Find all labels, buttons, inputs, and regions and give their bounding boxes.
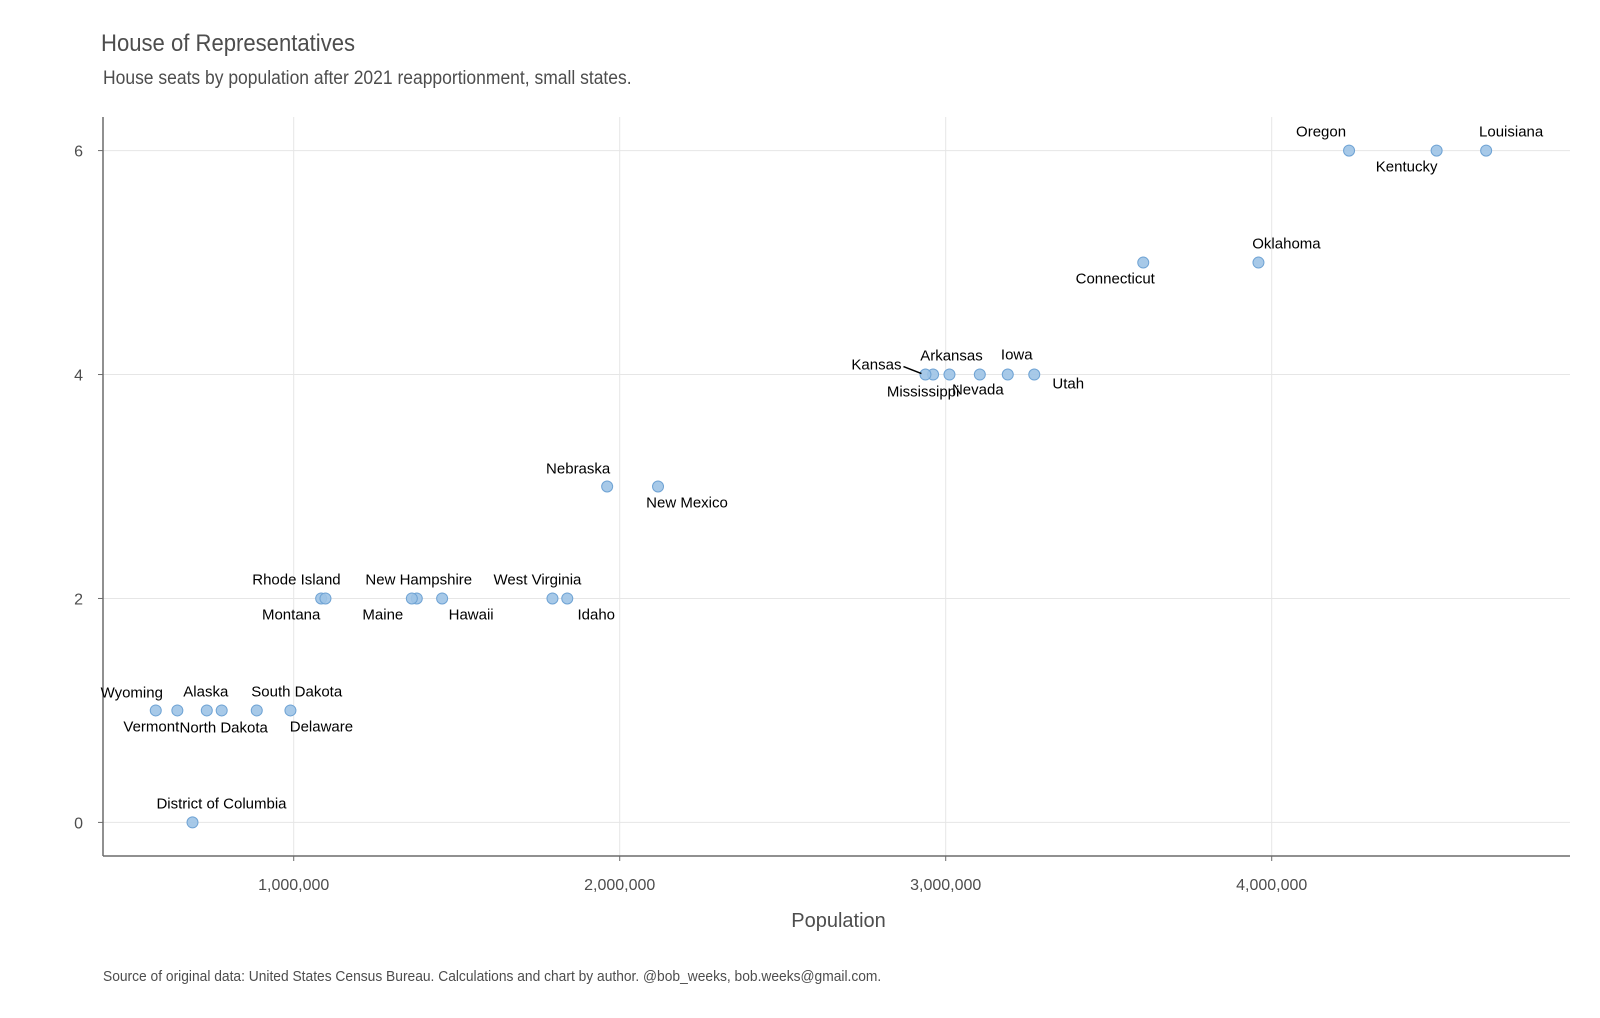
label-louisiana: Louisiana — [1479, 124, 1544, 141]
point-district-of-columbia — [186, 816, 199, 829]
point-west-virginia — [546, 592, 559, 605]
point-vermont — [171, 704, 184, 717]
label-maine: Maine — [362, 606, 403, 623]
label-rhode-island: Rhode Island — [252, 571, 340, 588]
point-wyoming — [149, 704, 162, 717]
label-new-hampshire: New Hampshire — [365, 571, 472, 588]
label-vermont: Vermont — [123, 718, 180, 735]
label-oregon: Oregon — [1296, 124, 1346, 141]
point-arkansas — [943, 368, 956, 381]
point-labels: Louisiana Kentucky Oregon Oklahoma Connectic… — [101, 124, 1544, 813]
label-kentucky: Kentucky — [1376, 159, 1438, 176]
chart-title: House of Representatives — [101, 30, 356, 57]
x-tick-label: 4,000,000 — [1236, 877, 1307, 894]
point-rhode-island — [319, 592, 332, 605]
point-oklahoma — [1252, 256, 1265, 269]
label-district-of-columbia: District of Columbia — [156, 795, 287, 812]
label-mississippi: Mississippi — [887, 384, 960, 401]
point-south-dakota — [250, 704, 263, 717]
point-north-dakota — [215, 704, 228, 717]
label-idaho: Idaho — [577, 606, 615, 623]
point-delaware — [284, 704, 297, 717]
label-connecticut: Connecticut — [1076, 271, 1156, 288]
point-maine — [405, 592, 418, 605]
label-oklahoma: Oklahoma — [1252, 236, 1321, 253]
point-utah — [1028, 368, 1041, 381]
point-new-mexico — [652, 480, 665, 493]
x-tick-label: 2,000,000 — [584, 877, 655, 894]
point-connecticut — [1137, 256, 1150, 269]
label-hawaii: Hawaii — [449, 606, 494, 623]
y-tick-label: 2 — [74, 591, 83, 608]
point-kansas — [919, 368, 932, 381]
label-nevada: Nevada — [952, 382, 1004, 399]
label-kansas: Kansas — [851, 357, 901, 374]
point-louisiana — [1480, 144, 1493, 157]
label-nebraska: Nebraska — [546, 461, 611, 478]
label-leader-kansas — [903, 365, 922, 375]
label-iowa: Iowa — [1001, 347, 1033, 364]
y-tick-label: 0 — [74, 815, 83, 832]
label-north-dakota: North Dakota — [180, 719, 269, 736]
label-montana: Montana — [262, 606, 321, 623]
label-south-dakota: South Dakota — [251, 683, 343, 700]
x-axis-title: Population — [791, 910, 886, 932]
point-oregon — [1343, 144, 1356, 157]
point-iowa — [1001, 368, 1014, 381]
x-tick-label: 1,000,000 — [258, 877, 329, 894]
point-kentucky — [1430, 144, 1443, 157]
point-nebraska — [601, 480, 614, 493]
label-wyoming: Wyoming — [101, 684, 163, 701]
x-tick-label: 3,000,000 — [910, 877, 981, 894]
axes — [102, 117, 1570, 857]
chart-caption: Source of original data: United States C… — [103, 968, 882, 985]
label-arkansas: Arkansas — [920, 348, 983, 365]
label-west-virginia: West Virginia — [494, 571, 582, 588]
point-hawaii — [436, 592, 449, 605]
point-idaho — [561, 592, 574, 605]
label-new-mexico: New Mexico — [646, 495, 728, 512]
label-utah: Utah — [1052, 376, 1084, 393]
chart-subtitle: House seats by population after 2021 rea… — [103, 68, 632, 89]
y-tick-label: 6 — [74, 144, 83, 161]
y-tick-label: 4 — [74, 368, 83, 385]
point-nevada — [973, 368, 986, 381]
tick-labels: 1,000,000 2,000,000 3,000,000 4,000,000 0 2 4 6 — [74, 144, 1307, 894]
point-alaska — [200, 704, 213, 717]
data-points — [149, 144, 1493, 829]
label-delaware: Delaware — [290, 718, 353, 735]
grid-lines — [103, 117, 1570, 856]
label-alaska: Alaska — [183, 683, 229, 700]
